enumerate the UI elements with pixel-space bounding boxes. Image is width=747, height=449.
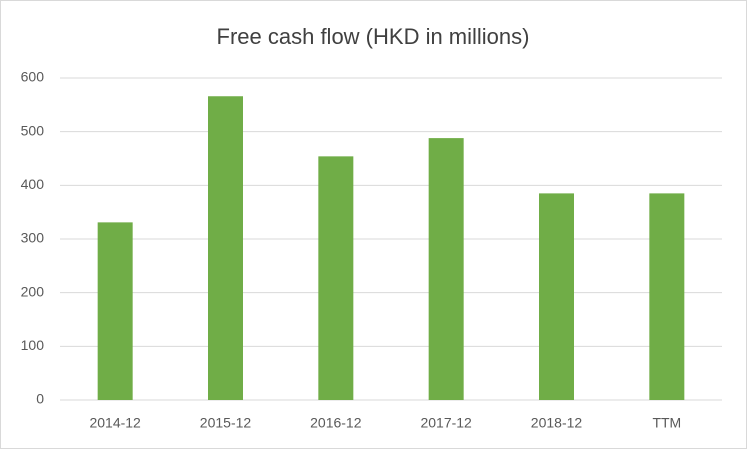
y-tick-label: 200 — [21, 283, 45, 299]
x-tick-label: 2014-12 — [89, 415, 141, 431]
chart-title: Free cash flow (HKD in millions) — [217, 24, 530, 49]
bar — [428, 138, 464, 400]
x-tick-label: 2017-12 — [420, 415, 472, 431]
y-tick-label: 0 — [36, 391, 44, 407]
bar — [649, 193, 685, 400]
y-tick-label: 400 — [21, 176, 45, 192]
bar — [208, 96, 243, 400]
x-tick-label: TTM — [652, 415, 681, 431]
x-tick-label: 2015-12 — [200, 415, 252, 431]
y-tick-label: 500 — [21, 122, 45, 138]
y-tick-label: 600 — [21, 69, 45, 85]
y-tick-label: 300 — [21, 230, 45, 246]
bar — [539, 193, 574, 400]
x-tick-label: 2018-12 — [531, 415, 583, 431]
y-tick-label: 100 — [21, 337, 45, 353]
x-tick-label: 2016-12 — [310, 415, 362, 431]
bar — [318, 156, 354, 400]
bar — [97, 222, 133, 400]
